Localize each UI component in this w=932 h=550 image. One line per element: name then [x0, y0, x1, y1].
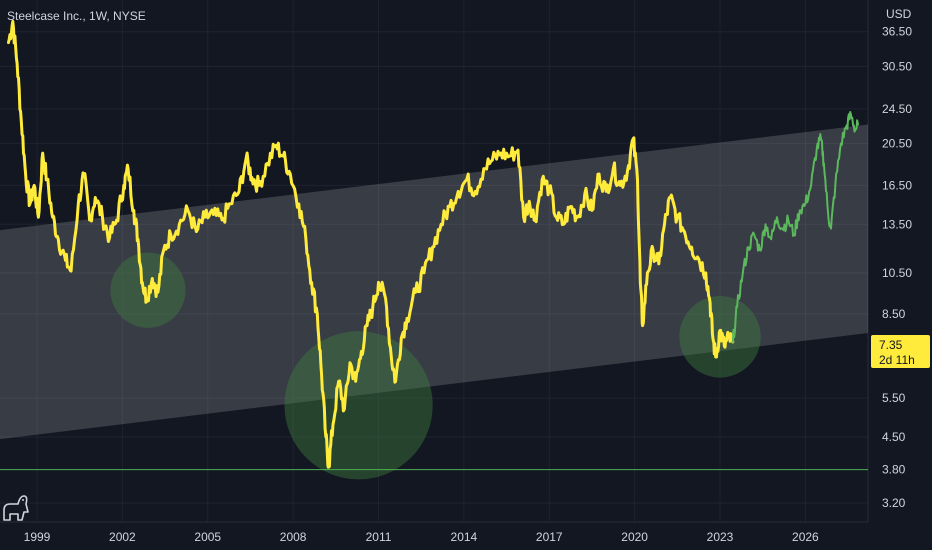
x-tick-label: 2023	[707, 530, 734, 544]
y-tick-label: 36.50	[882, 25, 912, 39]
currency-label[interactable]: USD	[886, 7, 912, 21]
x-tick-label: 2020	[621, 530, 648, 544]
x-tick-label: 1999	[24, 530, 51, 544]
y-tick-label: 5.50	[882, 391, 906, 405]
last-price-value: 7.35	[879, 338, 903, 352]
y-tick-label: 3.80	[882, 463, 906, 477]
tradingview-logo-icon	[3, 495, 29, 521]
y-tick-label: 24.50	[882, 102, 912, 116]
highlight-circle	[284, 331, 433, 480]
y-tick-label: 10.50	[882, 266, 912, 280]
x-axis: 1999 2002 2005 2008 2011 2014 2017 2020 2023 2026	[24, 530, 819, 544]
chart-title: Steelcase Inc., 1W, NYSE	[7, 9, 146, 23]
last-price-tag: 7.35 2d 11h	[871, 335, 930, 368]
y-axis: 36.50 30.50 24.50 20.50 16.50 13.50 10.50 8.50 5…	[882, 25, 912, 510]
x-tick-label: 2026	[792, 530, 819, 544]
x-tick-label: 2008	[280, 530, 307, 544]
x-tick-label: 2014	[451, 530, 478, 544]
y-tick-label: 13.50	[882, 217, 912, 231]
x-tick-label: 2011	[366, 530, 392, 544]
scale-panel	[0, 0, 869, 523]
regression-channel	[0, 124, 868, 440]
y-tick-label: 4.50	[882, 430, 906, 444]
x-tick-label: 2017	[536, 530, 563, 544]
price-line-projection	[731, 111, 859, 343]
y-tick-label: 16.50	[882, 178, 912, 192]
y-tick-label: 3.20	[882, 496, 906, 510]
y-tick-label: 20.50	[882, 136, 912, 150]
y-tick-label: 30.50	[882, 59, 912, 73]
last-price-countdown: 2d 11h	[879, 353, 915, 367]
x-tick-label: 2002	[109, 530, 136, 544]
last-price-tag-bg	[871, 335, 930, 368]
price-line-history	[7, 19, 735, 469]
y-tick-label: 8.50	[882, 307, 906, 321]
x-tick-label: 2005	[194, 530, 221, 544]
